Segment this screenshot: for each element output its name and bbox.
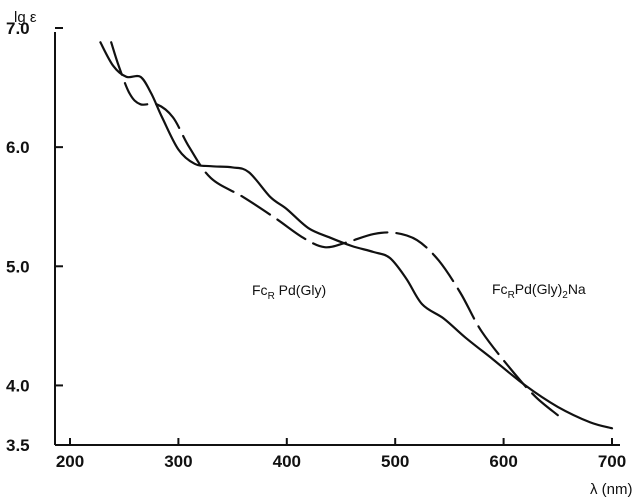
- y-tick-label: 5.0: [6, 257, 30, 276]
- series-line-dashed: [110, 41, 559, 417]
- series-label-solid: FcR Pd(Gly): [252, 282, 326, 302]
- y-tick-label: 4.0: [6, 376, 30, 395]
- x-tick-label: 500: [381, 452, 409, 471]
- axes: [54, 32, 620, 446]
- y-tick-label: 7.0: [6, 19, 30, 38]
- x-tick-label: 400: [273, 452, 301, 471]
- y-ticks: 3.5 4.0 5.0 6.0 7.0: [6, 19, 63, 455]
- x-tick-label: 200: [56, 452, 84, 471]
- series-line-solid: [99, 41, 614, 430]
- x-axis-title: λ (nm): [590, 481, 633, 498]
- x-tick-label: 300: [164, 452, 192, 471]
- x-tick-label: 600: [489, 452, 517, 471]
- x-ticks: 200 300 400 500 600 700: [56, 438, 626, 471]
- y-tick-label: 3.5: [6, 436, 30, 455]
- series-label-dashed: FcRPd(Gly)2Na: [492, 281, 586, 301]
- y-axis-title: lg ε: [14, 9, 37, 26]
- curves: [99, 41, 614, 430]
- y-tick-label: 6.0: [6, 138, 30, 157]
- x-tick-label: 700: [598, 452, 626, 471]
